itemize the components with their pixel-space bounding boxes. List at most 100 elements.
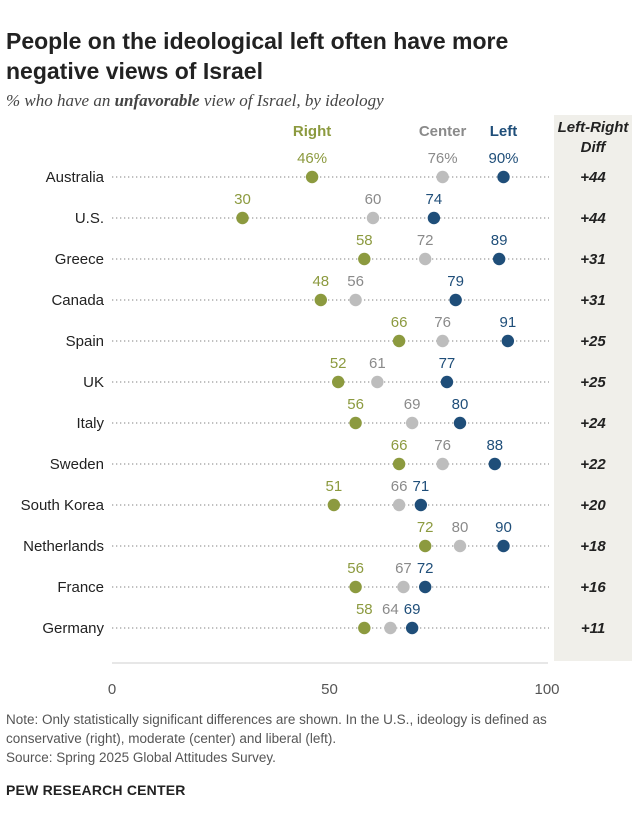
diff-value-france: +16	[580, 579, 606, 596]
dot-center	[436, 457, 449, 471]
dot-center	[366, 211, 380, 225]
value-label-left: 77	[439, 355, 456, 372]
dot-left	[497, 170, 510, 184]
x-tick-label: 0	[108, 681, 116, 698]
value-label-right: 56	[347, 560, 364, 577]
dot-center	[392, 498, 406, 512]
dot-right	[314, 293, 327, 307]
chart-note: Note: Only statistically significant dif…	[6, 710, 631, 767]
diff-header-line2: Diff	[580, 139, 606, 156]
source-line: Source: Spring 2025 Global Attitudes Sur…	[6, 750, 276, 765]
value-label-right: 52	[330, 355, 347, 372]
country-label-greece: Greece	[55, 251, 104, 268]
dot-left	[427, 211, 441, 225]
diff-header-line1: Left-Right	[557, 119, 629, 136]
pew-logo: PEW RESEARCH CENTER	[6, 782, 186, 798]
dot-left	[414, 498, 428, 512]
dot-right	[349, 580, 362, 594]
dot-center	[436, 334, 449, 348]
country-label-australia: Australia	[46, 169, 105, 186]
value-label-center: 80	[452, 519, 469, 536]
value-label-left: 90	[495, 519, 512, 536]
value-label-right: 66	[391, 437, 408, 454]
diff-value-italy: +24	[580, 415, 606, 432]
country-label-uk: UK	[83, 374, 104, 391]
diff-value-uk: +25	[580, 374, 606, 391]
x-tick-label: 100	[534, 681, 559, 698]
dot-left	[497, 539, 510, 553]
value-label-left: 88	[486, 437, 503, 454]
dot-center	[371, 375, 384, 389]
value-label-right: 66	[391, 314, 408, 331]
dot-right	[419, 539, 432, 553]
dot-left	[453, 416, 467, 430]
value-label-center: 76	[434, 437, 451, 454]
value-label-right: 30	[234, 191, 251, 208]
value-label-center: 69	[404, 396, 421, 413]
dot-right	[349, 416, 362, 430]
country-label-italy: Italy	[76, 415, 104, 432]
value-label-left: 90%	[488, 150, 518, 167]
diff-value-australia: +44	[580, 169, 606, 186]
dot-center	[436, 170, 449, 184]
country-label-germany: Germany	[42, 620, 104, 637]
dot-left	[501, 334, 515, 348]
dot-right	[332, 375, 345, 389]
dot-left	[405, 621, 419, 635]
diff-value-sweden: +22	[580, 456, 606, 473]
dot-left	[419, 580, 432, 594]
value-label-left: 89	[491, 232, 508, 249]
dot-center	[419, 252, 432, 266]
dot-right	[358, 621, 371, 635]
value-label-right: 51	[326, 478, 343, 495]
diff-value-canada: +31	[580, 292, 605, 309]
dot-center	[453, 539, 467, 553]
country-label-netherlands: Netherlands	[23, 538, 104, 555]
dot-center	[349, 293, 362, 307]
diff-value-greece: +31	[580, 251, 605, 268]
country-label-u-s-: U.S.	[75, 210, 104, 227]
dot-center	[397, 580, 410, 594]
legend-center: Center	[419, 123, 467, 140]
dot-right	[305, 170, 319, 184]
diff-value-south-korea: +20	[580, 497, 606, 514]
value-label-center: 76%	[428, 150, 458, 167]
chart-title: People on the ideological left often hav…	[6, 28, 509, 84]
value-label-left: 72	[417, 560, 434, 577]
value-label-center: 56	[347, 273, 364, 290]
diff-value-germany: +11	[581, 620, 605, 637]
diff-value-u-s-: +44	[580, 210, 606, 227]
dot-left	[449, 293, 462, 307]
value-label-right: 48	[312, 273, 329, 290]
value-label-right: 58	[356, 601, 373, 618]
country-label-south-korea: South Korea	[21, 497, 105, 514]
value-label-center: 67	[395, 560, 412, 577]
value-label-left: 69	[404, 601, 421, 618]
note-line2: conservative (right), moderate (center) …	[6, 731, 337, 746]
value-label-right: 46%	[297, 150, 327, 167]
country-label-spain: Spain	[66, 333, 104, 350]
dot-left	[492, 252, 506, 266]
legend-left: Left	[490, 123, 518, 140]
diff-column-band	[554, 115, 632, 661]
diff-value-netherlands: +18	[580, 538, 606, 555]
dot-right	[392, 457, 406, 471]
value-label-center: 61	[369, 355, 386, 372]
value-label-left: 80	[452, 396, 469, 413]
country-label-france: France	[57, 579, 104, 596]
value-label-left: 79	[447, 273, 464, 290]
value-label-center: 64	[382, 601, 399, 618]
diff-column-header: Left-Right Diff	[554, 118, 632, 158]
subtitle-suffix: view of Israel, by ideology	[199, 91, 384, 110]
dot-left	[440, 375, 454, 389]
value-label-center: 76	[434, 314, 451, 331]
diff-value-spain: +25	[580, 333, 606, 350]
dot-center	[384, 621, 397, 635]
legend-right: Right	[293, 123, 331, 140]
value-label-right: 56	[347, 396, 364, 413]
chart-subtitle: % who have an unfavorable view of Israel…	[6, 91, 384, 111]
value-label-center: 72	[417, 232, 434, 249]
country-label-sweden: Sweden	[50, 456, 104, 473]
dot-center	[405, 416, 419, 430]
